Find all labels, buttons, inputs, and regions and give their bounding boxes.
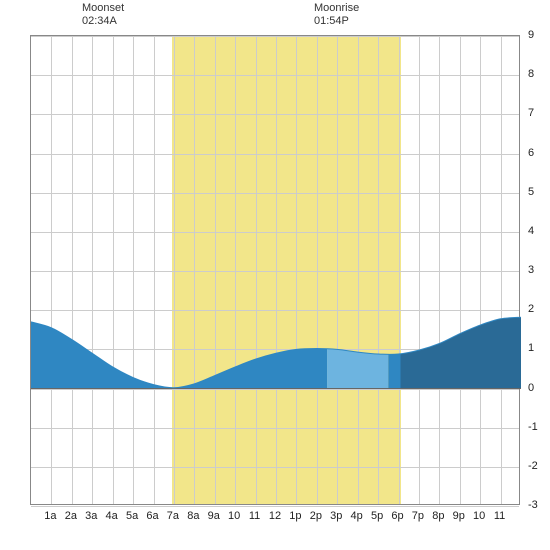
- grid-h: [31, 114, 519, 115]
- grid-v: [399, 36, 400, 504]
- grid-v: [419, 36, 420, 504]
- y-tick-label: 9: [528, 29, 534, 41]
- x-tick-label: 11: [494, 510, 505, 522]
- x-tick-label: 12: [269, 510, 281, 522]
- x-tick-label: 6p: [391, 510, 403, 522]
- x-tick-label: 10: [473, 510, 485, 522]
- grid-h: [31, 428, 519, 429]
- grid-v: [501, 36, 502, 504]
- grid-v: [72, 36, 73, 504]
- grid-v: [378, 36, 379, 504]
- x-tick-label: 5a: [126, 510, 138, 522]
- y-tick-label: 5: [528, 186, 534, 198]
- grid-v: [92, 36, 93, 504]
- grid-h: [31, 349, 519, 350]
- grid-v: [296, 36, 297, 504]
- x-tick-label: 3a: [85, 510, 97, 522]
- grid-h: [31, 506, 519, 507]
- grid-v: [51, 36, 52, 504]
- grid-v: [256, 36, 257, 504]
- grid-v: [113, 36, 114, 504]
- grid-h: [31, 467, 519, 468]
- grid-v: [317, 36, 318, 504]
- y-tick-label: 6: [528, 147, 534, 159]
- x-tick-label: 8a: [187, 510, 199, 522]
- y-tick-label: 7: [528, 107, 534, 119]
- x-tick-label: 2a: [65, 510, 77, 522]
- grid-v: [194, 36, 195, 504]
- grid-v: [358, 36, 359, 504]
- grid-v: [337, 36, 338, 504]
- x-tick-label: 7p: [412, 510, 424, 522]
- tide-chart: [30, 35, 520, 505]
- x-tick-label: 6a: [146, 510, 158, 522]
- moonset-title: Moonset: [82, 2, 124, 15]
- y-tick-label: -3: [528, 499, 538, 511]
- grid-h: [31, 36, 519, 37]
- y-tick-label: 0: [528, 382, 534, 394]
- x-tick-label: 2p: [310, 510, 322, 522]
- x-tick-label: 4a: [106, 510, 118, 522]
- x-tick-label: 11: [249, 510, 260, 522]
- y-tick-label: -1: [528, 421, 538, 433]
- y-tick-label: 3: [528, 264, 534, 276]
- y-tick-label: 8: [528, 68, 534, 80]
- moonrise-title: Moonrise: [314, 2, 359, 15]
- y-tick-label: -2: [528, 460, 538, 472]
- grid-h: [31, 389, 519, 390]
- grid-h: [31, 232, 519, 233]
- grid-v: [235, 36, 236, 504]
- grid-h: [31, 271, 519, 272]
- grid-v: [174, 36, 175, 504]
- grid-v: [276, 36, 277, 504]
- y-tick-label: 4: [528, 225, 534, 237]
- y-tick-label: 1: [528, 342, 534, 354]
- x-tick-label: 5p: [371, 510, 383, 522]
- x-tick-label: 8p: [432, 510, 444, 522]
- grid-v: [133, 36, 134, 504]
- grid-v: [439, 36, 440, 504]
- x-tick-label: 1p: [289, 510, 301, 522]
- x-tick-label: 9p: [453, 510, 465, 522]
- grid-h: [31, 75, 519, 76]
- grid-v: [154, 36, 155, 504]
- grid-v: [480, 36, 481, 504]
- moonset-label: Moonset 02:34A: [82, 2, 124, 28]
- moonrise-time: 01:54P: [314, 15, 359, 28]
- x-tick-label: 10: [228, 510, 240, 522]
- grid-h: [31, 193, 519, 194]
- x-tick-label: 9a: [208, 510, 220, 522]
- y-tick-label: 2: [528, 303, 534, 315]
- grid-h: [31, 154, 519, 155]
- moonrise-label: Moonrise 01:54P: [314, 2, 359, 28]
- daylight-band: [172, 36, 401, 504]
- grid-v: [460, 36, 461, 504]
- grid-v: [215, 36, 216, 504]
- moonset-time: 02:34A: [82, 15, 124, 28]
- x-tick-label: 4p: [351, 510, 363, 522]
- x-tick-label: 7a: [167, 510, 179, 522]
- x-tick-label: 3p: [330, 510, 342, 522]
- grid-h: [31, 310, 519, 311]
- x-tick-label: 1a: [44, 510, 56, 522]
- plot-area: [30, 35, 520, 505]
